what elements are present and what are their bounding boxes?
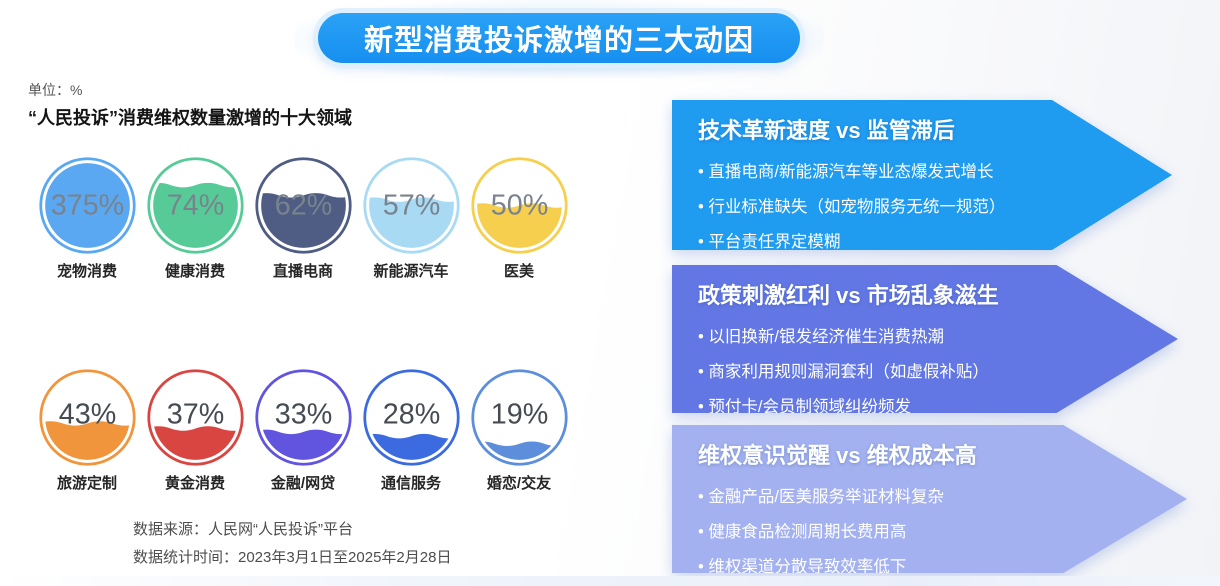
- gauge-label: 婚恋/交友: [486, 475, 552, 492]
- gauge-row-top: 375% 宠物消费 74% 健康消费 62% 直播电商 57% 新能源汽车: [33, 156, 573, 281]
- gauge-label: 新能源汽车: [373, 263, 449, 280]
- reason-bullet: 商家利用规则漏洞套利（如虚假补贴）: [698, 355, 1050, 390]
- gauge-label: 健康消费: [164, 263, 225, 280]
- gauge-ring: [470, 157, 568, 254]
- gauge-ring: [254, 157, 352, 254]
- gauge-label: 黄金消费: [164, 475, 225, 492]
- gauge-ring: [362, 369, 460, 466]
- reason-bullets: 金融产品/医美服务举证材料复杂健康食品检测周期长费用高维权渠道分散导致效率低下: [698, 480, 1059, 573]
- gauge-ring: [146, 157, 244, 254]
- gauge-value: 19%: [490, 398, 547, 430]
- liquid-gauge: 37%: [146, 369, 244, 466]
- gauge-value: 28%: [382, 398, 439, 430]
- liquid-gauge: 33%: [254, 369, 352, 466]
- gauge-cell: 50% 医美: [465, 156, 573, 281]
- gauge-cell: 28% 通信服务: [357, 368, 465, 493]
- reason-arrow-shape: 政策刺激红利 vs 市场乱象滋生 以旧换新/银发经济催生消费热潮商家利用规则漏洞…: [672, 265, 1178, 413]
- gauge-cell: 62% 直播电商: [249, 156, 357, 281]
- reason-arrow-shape: 维权意识觉醒 vs 维权成本高 金融产品/医美服务举证材料复杂健康食品检测周期长…: [672, 425, 1187, 573]
- page-title-pill: 新型消费投诉激增的三大动因: [318, 13, 800, 63]
- reason-arrow: 技术革新速度 vs 监管滞后 直播电商/新能源汽车等业态爆发式增长行业标准缺失（…: [672, 100, 1172, 250]
- gauge-cell: 57% 新能源汽车: [357, 156, 465, 281]
- gauge-ring: [470, 369, 568, 466]
- gauge-label: 金融/网贷: [270, 475, 336, 492]
- gauge-ring: [254, 369, 352, 466]
- liquid-gauge: 28%: [362, 369, 460, 466]
- gauge-cell: 37% 黄金消费: [141, 368, 249, 493]
- gauge-value: 37%: [166, 398, 223, 430]
- gauge-ring: [38, 157, 136, 254]
- reason-bullet: 金融产品/医美服务举证材料复杂: [698, 480, 1059, 515]
- gauge-label: 医美: [503, 263, 534, 280]
- gauge-cell: 43% 旅游定制: [33, 368, 141, 493]
- reason-arrow-shape: 技术革新速度 vs 监管滞后 直播电商/新能源汽车等业态爆发式增长行业标准缺失（…: [672, 100, 1172, 250]
- gauge-value: 43%: [58, 398, 115, 430]
- chart-title: “人民投诉”消费维权数量激增的十大领域: [28, 108, 352, 128]
- gauge-value: 62%: [274, 189, 331, 221]
- gauge-cell: 74% 健康消费: [141, 156, 249, 281]
- liquid-gauge: 62%: [254, 157, 352, 254]
- data-period-line: 数据统计时间：2023年3月1日至2025年2月28日: [133, 549, 452, 566]
- bottom-strip: [0, 576, 1220, 586]
- gauge-label: 旅游定制: [56, 475, 117, 492]
- gauge-ring: [38, 369, 136, 466]
- gauge-value: 33%: [274, 398, 331, 430]
- gauge-row-bottom: 43% 旅游定制 37% 黄金消费 33% 金融/网贷 28% 通信服务: [33, 368, 573, 493]
- reason-bullet: 行业标准缺失（如宠物服务无统一规范）: [698, 190, 1044, 225]
- reason-bullet: 直播电商/新能源汽车等业态爆发式增长: [698, 155, 1044, 190]
- unit-label: 单位：%: [28, 82, 83, 98]
- gauge-ring: [146, 369, 244, 466]
- page-title: 新型消费投诉激增的三大动因: [363, 25, 754, 57]
- liquid-gauge: 375%: [38, 157, 136, 254]
- gauge-label: 直播电商: [272, 263, 333, 280]
- gauge-label: 宠物消费: [56, 263, 117, 280]
- gauge-value: 375%: [50, 189, 123, 221]
- reason-arrow: 维权意识觉醒 vs 维权成本高 金融产品/医美服务举证材料复杂健康食品检测周期长…: [672, 425, 1187, 573]
- gauge-ring: [362, 157, 460, 254]
- reason-bullet: 维权渠道分散导致效率低下: [698, 550, 1059, 573]
- liquid-gauge: 74%: [146, 157, 244, 254]
- reason-bullet: 以旧换新/银发经济催生消费热潮: [698, 320, 1050, 355]
- reason-bullet: 平台责任界定模糊: [698, 225, 1044, 250]
- reason-heading: 技术革新速度 vs 监管滞后: [698, 118, 955, 143]
- reason-heading: 维权意识觉醒 vs 维权成本高: [698, 443, 977, 468]
- gauge-cell: 19% 婚恋/交友: [465, 368, 573, 493]
- liquid-gauge: 50%: [470, 157, 568, 254]
- gauge-value: 50%: [490, 189, 547, 221]
- data-source-line: 数据来源：人民网“人民投诉”平台: [133, 521, 353, 538]
- reason-heading: 政策刺激红利 vs 市场乱象滋生: [698, 283, 999, 308]
- gauge-value: 57%: [382, 189, 439, 221]
- reason-bullet: 预付卡/会员制领域纠纷频发: [698, 390, 1050, 413]
- reason-bullets: 以旧换新/银发经济催生消费热潮商家利用规则漏洞套利（如虚假补贴）预付卡/会员制领…: [698, 320, 1050, 413]
- liquid-gauge: 43%: [38, 369, 136, 466]
- reason-arrow: 政策刺激红利 vs 市场乱象滋生 以旧换新/银发经济催生消费热潮商家利用规则漏洞…: [672, 265, 1178, 413]
- gauge-label: 通信服务: [380, 475, 441, 492]
- gauge-value: 74%: [166, 189, 223, 221]
- liquid-gauge: 19%: [470, 369, 568, 466]
- reason-bullets: 直播电商/新能源汽车等业态爆发式增长行业标准缺失（如宠物服务无统一规范）平台责任…: [698, 155, 1044, 250]
- liquid-gauge: 57%: [362, 157, 460, 254]
- reason-bullet: 健康食品检测周期长费用高: [698, 515, 1059, 550]
- gauge-cell: 375% 宠物消费: [33, 156, 141, 281]
- gauge-cell: 33% 金融/网贷: [249, 368, 357, 493]
